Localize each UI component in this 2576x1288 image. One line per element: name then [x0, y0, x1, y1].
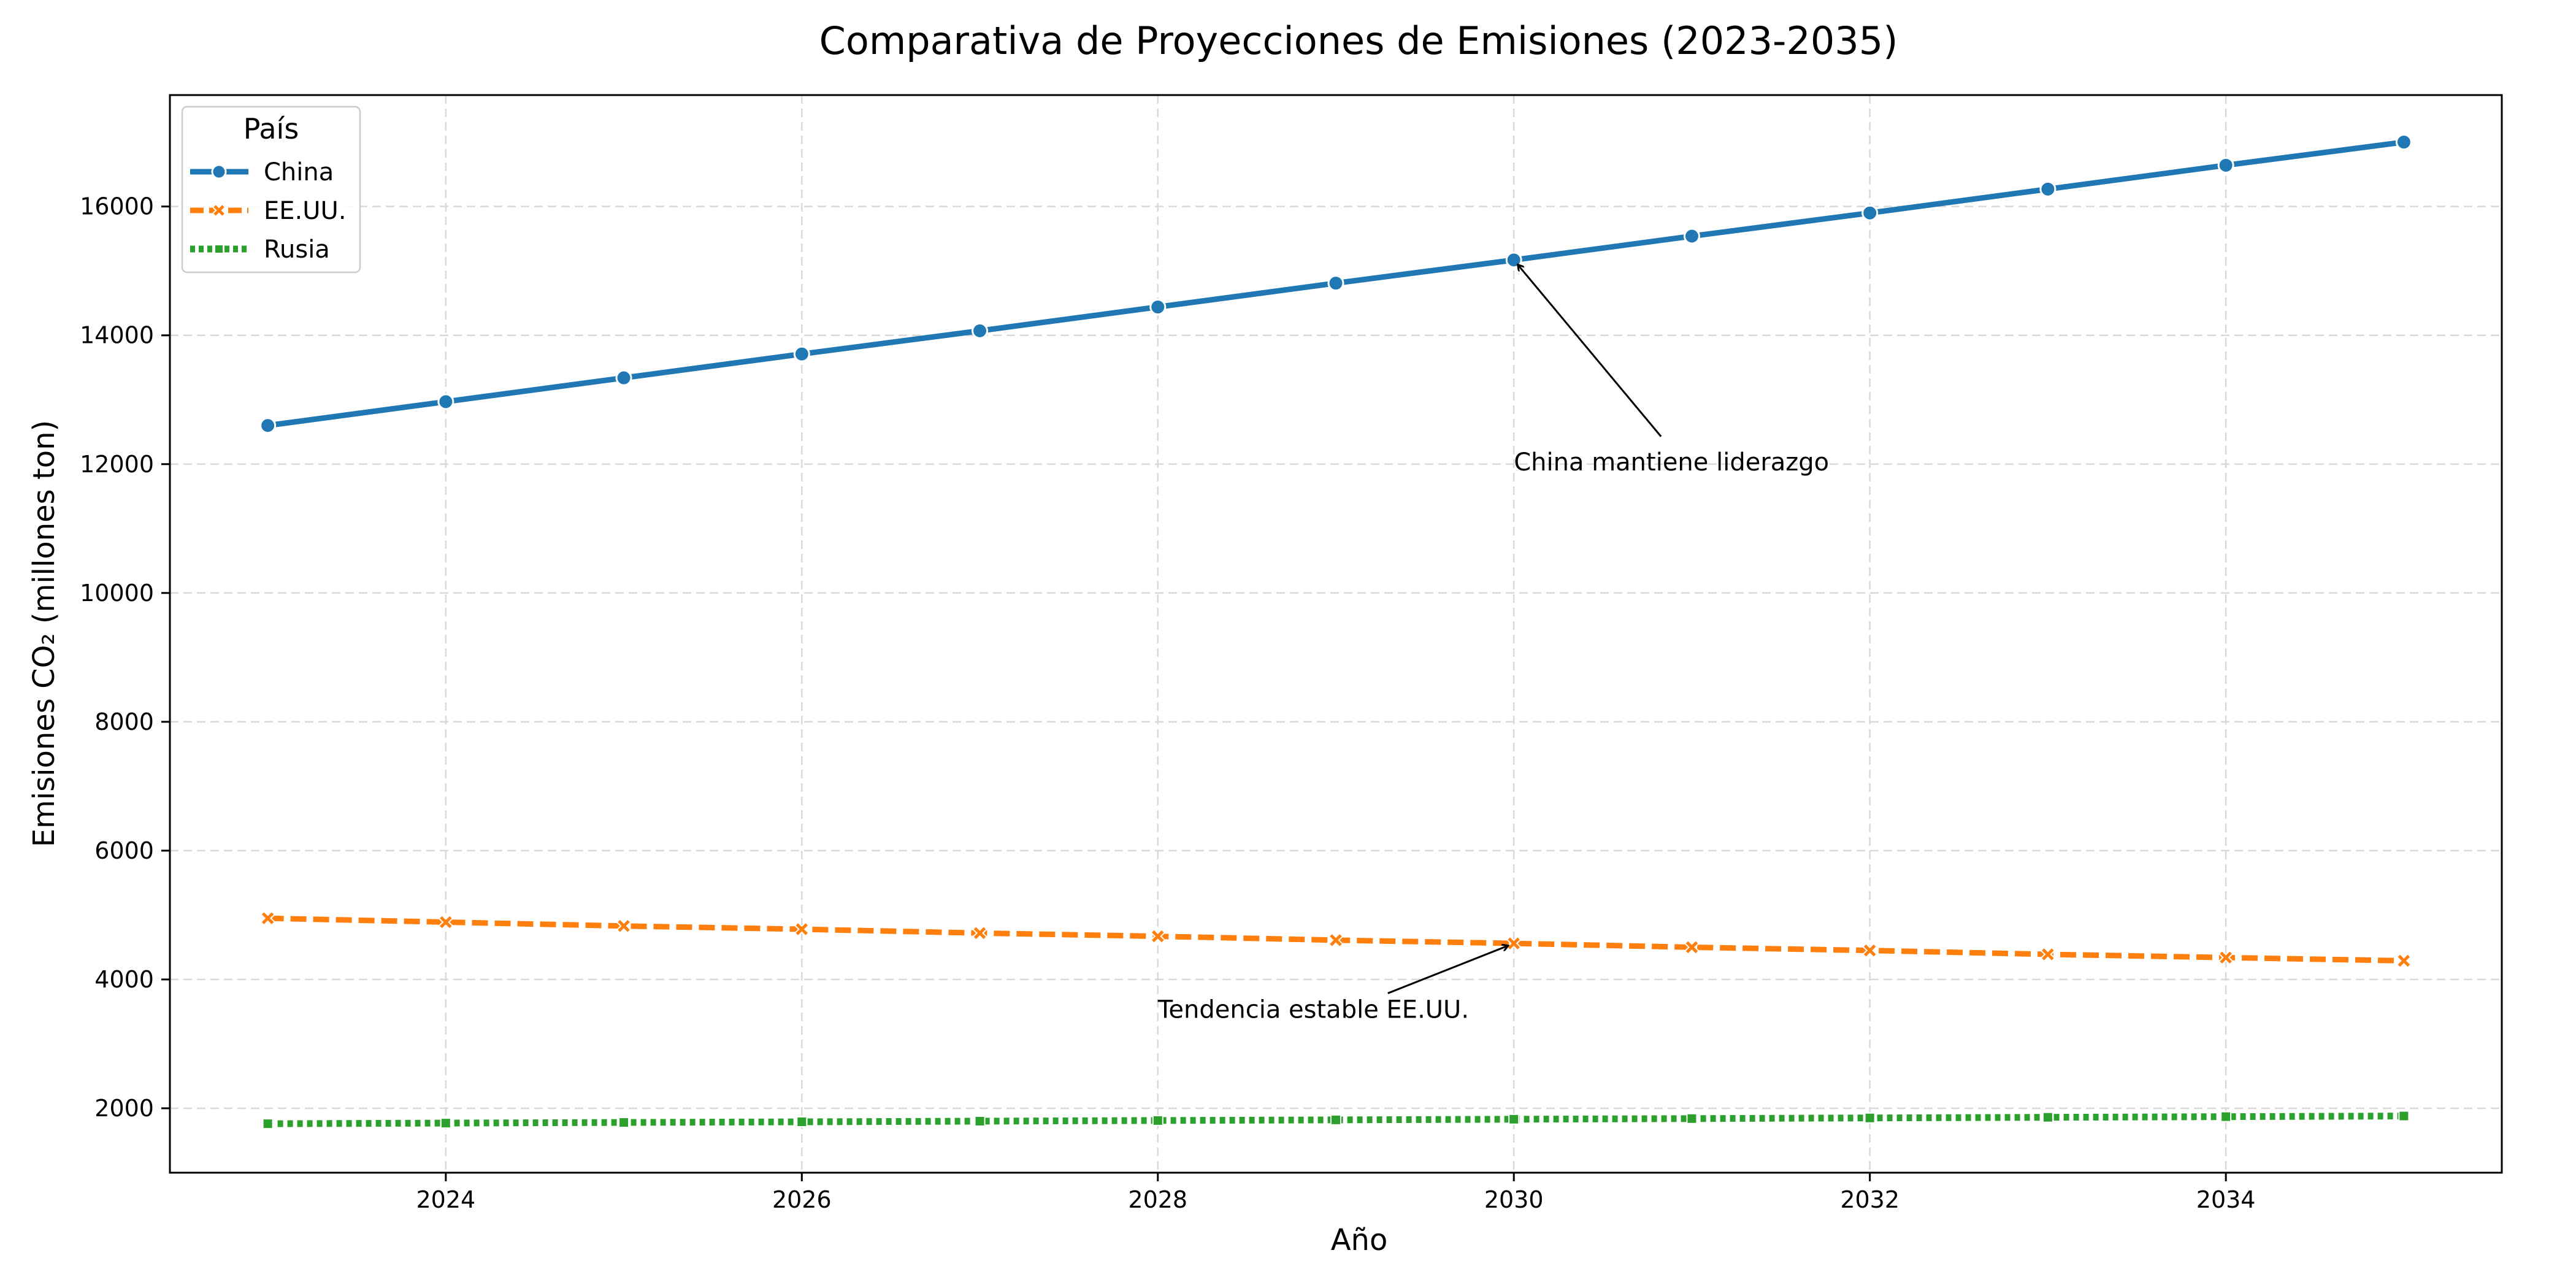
data-point: [259, 417, 277, 434]
series-ee-uu-: [261, 911, 2411, 968]
annotations: China mantiene liderazgo Tendencia establ…: [1157, 265, 1829, 1024]
legend-entry-china: China: [190, 158, 334, 186]
data-point: [615, 369, 632, 386]
y-tick-label: 10000: [80, 580, 154, 607]
legend-entry-ee-uu-: EE.UU.: [190, 197, 347, 225]
data-point: [2398, 1110, 2410, 1122]
series-china: [259, 134, 2412, 434]
legend: País China EE.UU. Rusia: [181, 105, 361, 274]
y-axis-label: Emisiones CO₂ (millones ton): [27, 420, 61, 848]
data-point: [974, 1115, 986, 1127]
y-tick-label: 4000: [94, 966, 154, 993]
legend-label: EE.UU.: [264, 197, 347, 225]
data-point: [1508, 1113, 1520, 1125]
data-point: [795, 922, 809, 937]
x-tick-label: 2030: [1484, 1186, 1544, 1213]
data-point: [972, 322, 989, 339]
data-point: [1863, 943, 1877, 957]
legend-swatch-marker: [214, 244, 224, 254]
data-point: [1327, 275, 1344, 292]
y-tick-label: 14000: [80, 322, 154, 349]
legend-title: País: [243, 112, 299, 145]
y-tick-label: 2000: [94, 1095, 154, 1122]
legend-label: Rusia: [264, 236, 330, 264]
data-point: [2041, 947, 2055, 962]
data-point: [618, 1117, 630, 1129]
data-point: [2039, 180, 2057, 197]
data-point: [1149, 299, 1167, 316]
data-point: [1683, 228, 1700, 245]
legend-swatch-marker: [211, 164, 227, 180]
data-point: [1151, 929, 1165, 943]
y-tick-label: 12000: [80, 451, 154, 478]
y-tick-label: 16000: [80, 193, 154, 220]
legend-box: [181, 105, 361, 274]
data-point: [1152, 1114, 1163, 1126]
x-tick-label: 2024: [416, 1186, 475, 1213]
series-rusia: [262, 1110, 2410, 1130]
data-point: [2218, 951, 2233, 965]
y-tick-label: 8000: [94, 708, 154, 735]
annotation-arrow: [1518, 265, 1662, 437]
data-point: [1685, 940, 1699, 954]
data-point: [2395, 134, 2412, 151]
legend-label: China: [264, 158, 334, 186]
data-point: [2220, 1111, 2232, 1122]
plot-area-frame: [169, 94, 2503, 1174]
x-tick-label: 2026: [772, 1186, 832, 1213]
legend-swatch-marker: [212, 204, 226, 217]
legend-entry-rusia: Rusia: [190, 236, 330, 264]
grid-lines: [170, 95, 2502, 1173]
annotation-arrow: [1387, 946, 1508, 994]
data-point: [973, 926, 987, 940]
x-axis-label: Año: [1331, 1223, 1388, 1257]
chart-title: Comparativa de Proyecciones de Emisiones…: [819, 18, 1898, 63]
series-lines: [259, 134, 2412, 1130]
data-point: [2397, 954, 2411, 968]
data-point: [439, 915, 453, 929]
data-point: [616, 919, 631, 933]
data-point: [437, 393, 454, 410]
x-tick-label: 2034: [2196, 1186, 2256, 1213]
x-tick-label: 2032: [1840, 1186, 1899, 1213]
data-point: [1686, 1113, 1698, 1124]
data-point: [1861, 204, 1879, 221]
data-point: [262, 1118, 274, 1130]
data-point: [440, 1117, 451, 1129]
data-point: [2042, 1111, 2053, 1123]
data-point: [793, 345, 810, 362]
data-point: [1330, 1114, 1341, 1125]
data-point: [796, 1116, 808, 1128]
data-point: [1507, 936, 1521, 951]
data-point: [261, 911, 275, 926]
data-point: [1864, 1112, 1876, 1124]
y-tick-label: 6000: [94, 837, 154, 864]
axis-ticks: 2024 2026 2028 2030 2032 2034 2000 4000 6000 8000…: [80, 193, 2255, 1213]
x-tick-label: 2028: [1128, 1186, 1187, 1213]
annotation-text: Tendencia estable EE.UU.: [1157, 995, 1469, 1024]
data-point: [2217, 156, 2234, 174]
data-point: [1328, 933, 1343, 948]
annotation-text: China mantiene liderazgo: [1514, 448, 1829, 477]
